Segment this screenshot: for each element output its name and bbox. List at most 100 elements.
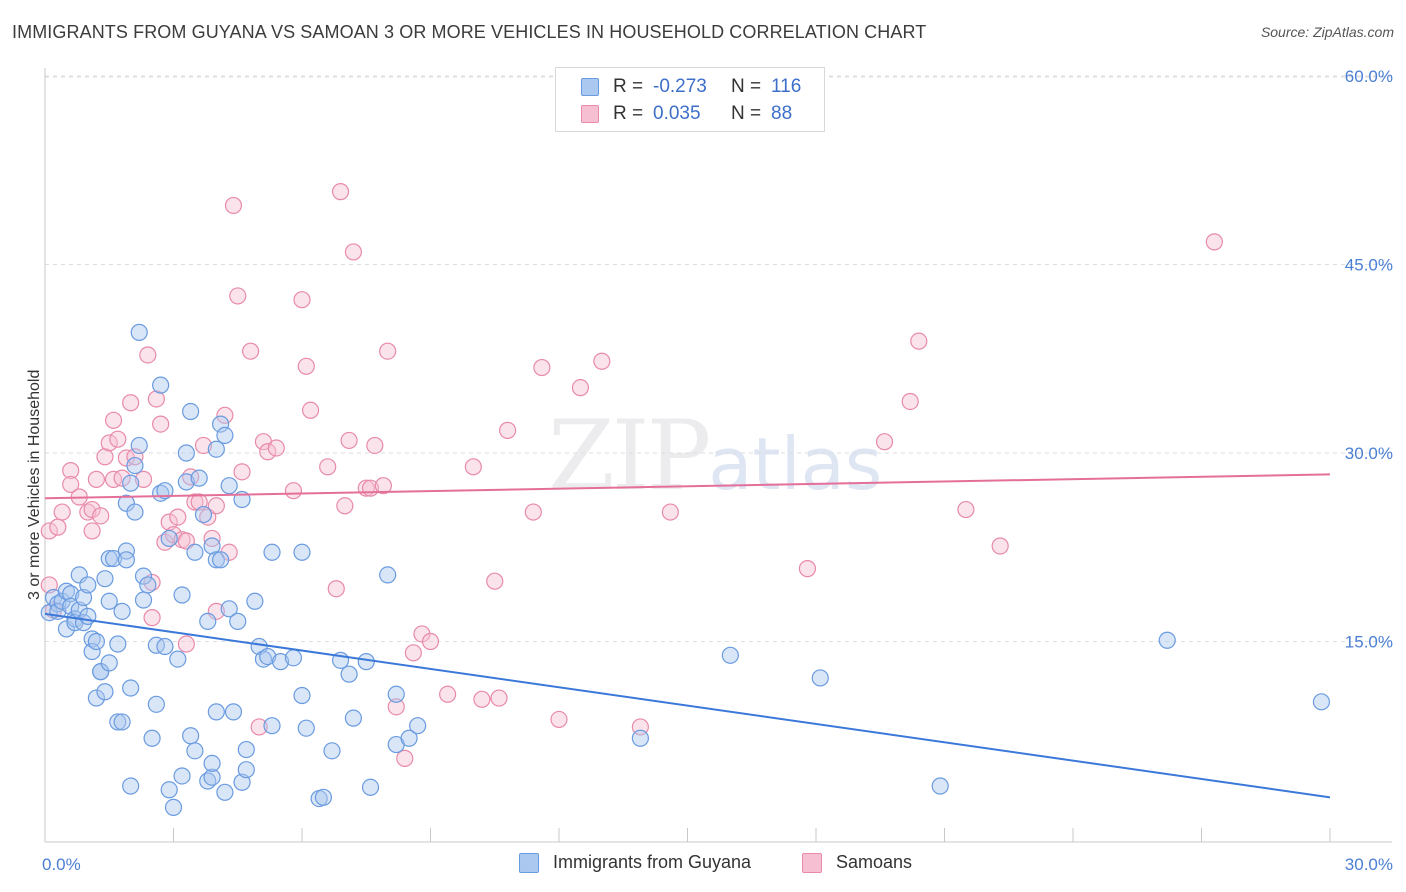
guyana-point	[126, 503, 144, 521]
guyana-point	[212, 415, 230, 433]
guyana-point	[203, 768, 221, 786]
guyana-point	[104, 549, 123, 568]
guyana-point	[182, 727, 200, 745]
x-tick-label: 30.0%	[1345, 855, 1393, 874]
guyana-point	[186, 543, 204, 561]
samoan-point	[259, 443, 277, 461]
samoan-point	[194, 436, 213, 455]
guyana-point	[194, 505, 213, 524]
samoan-point	[147, 390, 165, 408]
samoan-point	[297, 357, 315, 375]
samoan-point	[490, 689, 508, 707]
guyana-point	[207, 551, 225, 569]
guyana-point	[122, 474, 140, 492]
guyana-point	[169, 650, 187, 668]
guyana-point	[113, 713, 131, 731]
guyana-point	[631, 729, 649, 747]
guyana-point	[92, 663, 110, 681]
samoan-point	[100, 434, 118, 452]
samoan-point	[83, 500, 101, 519]
guyana-trend-line	[44, 612, 1331, 799]
guyana-point	[271, 653, 290, 671]
guyana-point	[199, 612, 217, 630]
samoan-point	[143, 609, 161, 627]
samoan-point	[186, 493, 204, 511]
samoan-point	[336, 497, 354, 515]
samoan-point	[83, 522, 101, 540]
guyana-point	[361, 778, 380, 796]
legend-n-label: N =	[731, 103, 762, 124]
tick-labels: 15.0% 30.0% 45.0% 60.0% 0.0% 30.0%	[42, 67, 1393, 874]
guyana-point	[134, 591, 153, 609]
samoan-point	[798, 560, 817, 578]
source-label: Source: ZipAtlas.com	[1260, 24, 1394, 40]
guyana-point	[340, 665, 358, 683]
samoan-point	[464, 458, 482, 476]
guyana-point	[143, 729, 161, 747]
guyana-point	[87, 689, 106, 707]
samoan-point	[331, 183, 350, 201]
guyana-point	[83, 642, 101, 661]
guyana-point	[130, 323, 148, 341]
samoan-point	[340, 431, 358, 450]
guyana-point	[203, 754, 221, 772]
guyana-point	[79, 576, 97, 594]
guyana-point	[147, 695, 165, 713]
series-swatch-samoans	[802, 852, 822, 873]
guyana-point	[284, 649, 303, 667]
guyana-point	[220, 477, 238, 495]
samoan-point	[139, 346, 157, 364]
guyana-point	[173, 767, 191, 785]
guyana-point	[1158, 631, 1176, 649]
guyana-point	[246, 592, 264, 610]
series-legend-samoans[interactable]: Samoans	[802, 852, 912, 873]
samoan-point	[301, 401, 320, 419]
samoan-point	[53, 503, 71, 521]
samoan-point	[901, 392, 919, 411]
samoan-point	[122, 394, 140, 412]
guyana-point	[160, 781, 178, 799]
samoan-point	[40, 522, 58, 540]
guyana-point	[237, 761, 255, 779]
guyana-point	[224, 703, 243, 721]
samoan-point	[486, 572, 504, 590]
samoans-points	[40, 183, 1223, 767]
samoan-point	[87, 470, 106, 488]
samoan-point	[207, 497, 225, 515]
guyana-point	[207, 703, 225, 721]
legend-swatch-guyana	[581, 78, 599, 96]
samoan-point	[473, 690, 491, 708]
guyana-point	[173, 586, 191, 604]
guyana-point	[409, 717, 427, 735]
samoan-point	[1205, 233, 1223, 251]
samoan-point	[499, 421, 517, 439]
trend-lines	[44, 473, 1331, 799]
samoan-point	[92, 507, 110, 525]
y-tick-label: 45.0%	[1345, 256, 1393, 275]
guyana-point	[96, 570, 114, 588]
guyana-point	[152, 376, 170, 394]
guyana-point	[190, 469, 208, 487]
guyana-point	[237, 740, 255, 759]
guyana-point	[229, 612, 247, 630]
samoan-point	[224, 196, 243, 215]
samoan-point	[152, 415, 170, 433]
guyana-point	[323, 742, 341, 760]
samoan-point	[374, 477, 392, 495]
guyana-point	[263, 717, 281, 735]
guyana-point	[344, 709, 362, 727]
samoan-point	[533, 358, 551, 377]
samoan-point	[421, 632, 440, 651]
series-legend-guyana[interactable]: Immigrants from Guyana	[519, 852, 751, 873]
samoan-trend-line	[44, 473, 1331, 500]
samoan-point	[396, 749, 414, 767]
guyana-point	[379, 566, 397, 584]
guyana-point	[130, 436, 148, 455]
legend-r-label: R =	[613, 103, 644, 124]
guyana-point	[100, 592, 118, 610]
guyana-point	[1312, 693, 1331, 711]
guyana-point	[314, 788, 333, 806]
samoan-point	[62, 475, 80, 494]
guyana-point	[79, 607, 97, 625]
